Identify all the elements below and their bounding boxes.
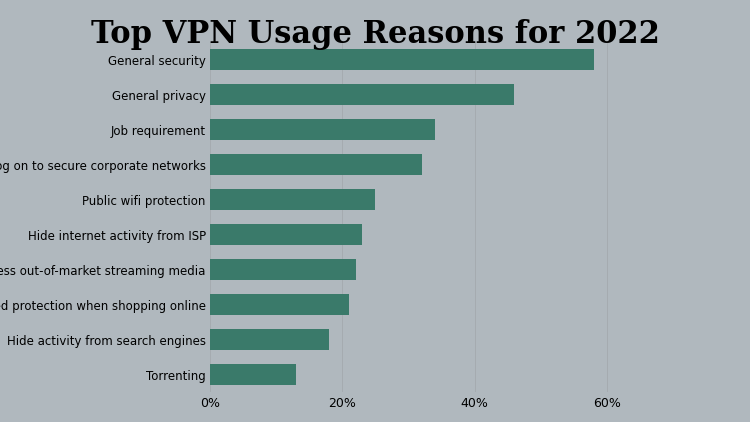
Bar	[210, 119, 435, 140]
Bar	[210, 365, 296, 385]
Bar	[210, 225, 362, 245]
Text: Top VPN Usage Reasons for 2022: Top VPN Usage Reasons for 2022	[91, 19, 659, 50]
Bar	[210, 49, 594, 70]
Bar	[210, 154, 422, 175]
Bar	[210, 295, 349, 315]
Bar	[210, 260, 356, 280]
Bar	[210, 189, 376, 210]
Bar	[210, 330, 329, 350]
Bar	[210, 84, 514, 105]
